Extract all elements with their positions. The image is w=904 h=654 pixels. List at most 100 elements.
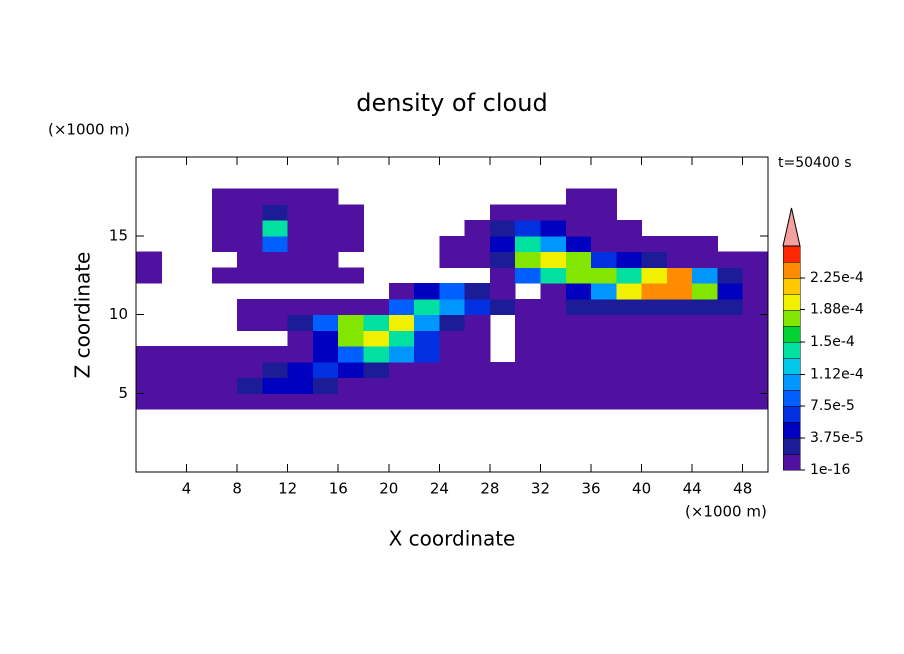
contour-cell (666, 251, 693, 268)
contour-cell (211, 220, 238, 237)
contour-cell (591, 361, 617, 378)
colorbar-box (782, 421, 801, 439)
contour-cell (439, 298, 466, 315)
contour-cell (237, 346, 263, 363)
contour-cell (489, 393, 516, 410)
contour-cell (414, 346, 440, 363)
x-tick-label: 12 (278, 480, 297, 498)
contour-cell (742, 251, 769, 268)
contour-cell (338, 377, 365, 394)
contour-cell (591, 314, 617, 331)
contour-cell (515, 267, 541, 284)
contour-cell (717, 346, 744, 363)
contour-cell (388, 346, 415, 363)
contour-cell (464, 314, 491, 331)
contour-cell (742, 314, 769, 331)
colorbar-box (782, 373, 801, 391)
contour-cell (666, 298, 693, 315)
contour-cell (515, 204, 541, 221)
contour-cell (237, 251, 263, 268)
x-tick-label: 40 (632, 480, 651, 498)
contour-cell (515, 314, 541, 331)
contour-cell (540, 283, 567, 300)
contour-cell (666, 361, 693, 378)
contour-cell (540, 298, 567, 315)
contour-cell (591, 283, 617, 300)
contour-cell (414, 298, 440, 315)
contour-cell (540, 267, 567, 284)
colorbar-tick-label: 1.12e-4 (810, 366, 864, 382)
contour-cell (414, 314, 440, 331)
contour-cell (515, 235, 541, 252)
colorbar-box (782, 261, 801, 279)
contour-cell (540, 377, 567, 394)
contour-cell (262, 204, 289, 221)
contour-cell (186, 346, 213, 363)
contour-cell (591, 330, 617, 347)
contour-cell (540, 361, 567, 378)
contour-cell (692, 393, 718, 410)
contour-cell (591, 204, 617, 221)
contour-cell (287, 361, 314, 378)
x-tick-label: 16 (329, 480, 348, 498)
contour-cell (489, 298, 516, 315)
y-tick-label: 5 (118, 384, 128, 402)
contour-cell (515, 377, 541, 394)
contour-cell (464, 298, 491, 315)
contour-cell (211, 267, 238, 284)
contour-cell (262, 314, 289, 331)
contour-cell (692, 251, 718, 268)
contour-cell (515, 220, 541, 237)
contour-cell (161, 361, 188, 378)
contour-cell (464, 283, 491, 300)
contour-cell (262, 235, 289, 252)
contour-cell (439, 346, 466, 363)
contour-cell (287, 377, 314, 394)
contour-cell (565, 393, 592, 410)
contour-cell (414, 283, 440, 300)
contour-cell (237, 314, 263, 331)
x-tick-label: 44 (683, 480, 702, 498)
colorbar-box (782, 325, 801, 343)
contour-cell (692, 346, 718, 363)
contour-cell (262, 220, 289, 237)
contour-cell (515, 330, 541, 347)
contour-cell (489, 220, 516, 237)
contour-cell (616, 251, 643, 268)
contour-cell (136, 267, 162, 284)
contour-cell (338, 204, 365, 221)
contour-cell (641, 235, 668, 252)
x-tick-label: 48 (733, 480, 752, 498)
contour-cell (666, 346, 693, 363)
contour-cell (161, 377, 188, 394)
contour-cell (565, 188, 592, 205)
colorbar-box (782, 341, 801, 359)
contour-cell (237, 267, 263, 284)
contour-cell (287, 188, 314, 205)
contour-cell (641, 314, 668, 331)
contour-cell (515, 361, 541, 378)
contour-cell (388, 377, 415, 394)
contour-cell (237, 235, 263, 252)
contour-cell (717, 377, 744, 394)
contour-cell (363, 298, 390, 315)
contour-cell (666, 283, 693, 300)
contour-cell (591, 393, 617, 410)
contour-cell (616, 235, 643, 252)
colorbar-box (782, 293, 801, 311)
contour-cell (641, 393, 668, 410)
contour-cell (641, 361, 668, 378)
contour-cell (262, 267, 289, 284)
contour-cell (287, 314, 314, 331)
contour-cell (338, 330, 365, 347)
contour-cell (262, 393, 289, 410)
contour-cell (565, 298, 592, 315)
contour-cell (565, 235, 592, 252)
contour-cell (565, 267, 592, 284)
contour-cell (338, 267, 365, 284)
contour-cell (742, 267, 769, 284)
contour-cell (565, 314, 592, 331)
contour-cell (262, 377, 289, 394)
y-tick-label: 15 (109, 226, 128, 244)
colorbar-box (782, 405, 801, 423)
